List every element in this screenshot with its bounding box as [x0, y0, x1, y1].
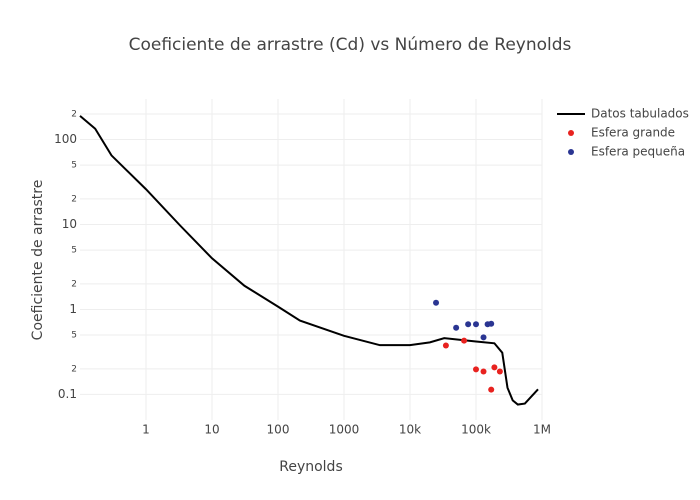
data-point — [453, 324, 460, 331]
y-tick-label: 5 — [71, 161, 77, 171]
legend-swatch — [568, 149, 574, 155]
data-point — [433, 299, 440, 306]
legend-label: Esfera grande — [591, 126, 675, 140]
y-tick-label: 2 — [71, 109, 77, 119]
data-point — [488, 320, 495, 327]
y-tick-label: 5 — [71, 331, 77, 341]
legend-label: Esfera pequeña — [591, 145, 685, 159]
data-line — [79, 115, 539, 406]
chart-title: Coeficiente de arrastre (Cd) vs Número d… — [129, 35, 572, 55]
y-tick-label: 100 — [54, 132, 77, 146]
x-tick-label: 1 — [142, 423, 150, 437]
y-tick-label: 10 — [62, 217, 77, 231]
y-tick-label: 1 — [69, 302, 77, 316]
data-point — [461, 337, 468, 344]
data-point — [488, 386, 495, 393]
y-tick-label: 2 — [71, 194, 77, 204]
data-point — [442, 342, 449, 349]
y-axis-label: Coeficiente de arrastre — [30, 180, 46, 341]
legend-swatch — [568, 130, 574, 136]
legend-label: Datos tabulados — [591, 107, 689, 121]
x-tick-label: 10 — [204, 423, 219, 437]
x-tick-label: 1000 — [329, 423, 360, 437]
x-tick-label: 100k — [461, 423, 491, 437]
x-tick-label: 10k — [399, 423, 421, 437]
y-tick-label: 2 — [71, 279, 77, 289]
data-point — [473, 366, 479, 373]
x-axis-label: Reynolds — [279, 459, 343, 475]
y-tick-label: 0.1 — [58, 387, 77, 401]
y-tick-label: 2 — [71, 364, 77, 374]
x-tick-label: 100 — [267, 423, 290, 437]
data-point — [480, 368, 487, 375]
data-point — [473, 321, 479, 328]
data-point — [480, 334, 487, 341]
data-point — [491, 364, 498, 371]
x-tick-label: 1M — [533, 423, 551, 437]
y-tick-label: 5 — [71, 246, 77, 256]
data-point — [465, 321, 472, 328]
data-point — [496, 368, 503, 375]
